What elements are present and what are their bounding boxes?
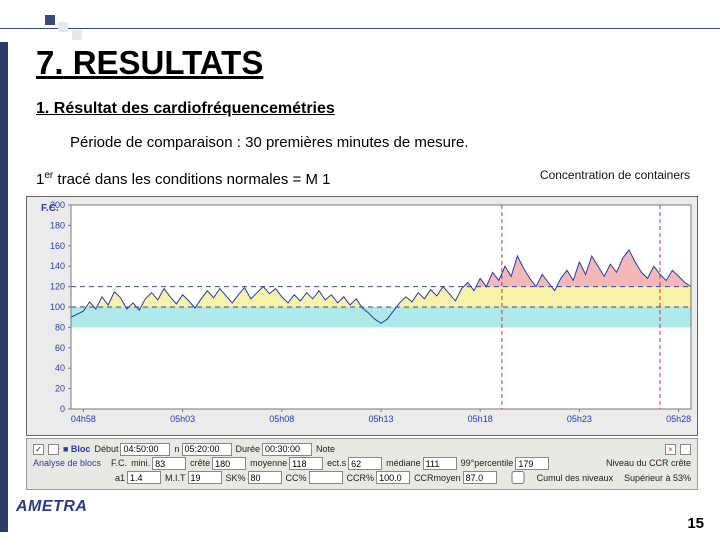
stat-field: moyenne — [250, 456, 323, 470]
stat-input[interactable] — [376, 471, 410, 484]
svg-text:120: 120 — [50, 282, 65, 292]
stat-input[interactable] — [120, 443, 170, 456]
stat-input[interactable] — [515, 457, 549, 470]
stat-input[interactable] — [289, 457, 323, 470]
stat-field: 99°percentile — [461, 456, 550, 470]
annotation-concentration: Concentration de containers — [540, 168, 690, 182]
svg-text:04h58: 04h58 — [71, 414, 96, 424]
brand-logo: AMETRA — [16, 498, 87, 516]
chart-icon[interactable] — [680, 444, 691, 455]
stat-input[interactable] — [212, 457, 246, 470]
trace-label: 1er tracé dans les conditions normales =… — [36, 170, 330, 188]
stat-field: M.I.T — [165, 471, 222, 485]
comparison-period: Période de comparaison : 30 premières mi… — [70, 134, 469, 151]
stat-input[interactable] — [182, 443, 232, 456]
stat-field: CCR% — [347, 471, 411, 485]
stat-field: Durée — [236, 442, 313, 456]
svg-text:05h18: 05h18 — [468, 414, 493, 424]
stat-field: n — [174, 442, 231, 456]
svg-text:05h08: 05h08 — [269, 414, 294, 424]
svg-text:05h23: 05h23 — [567, 414, 592, 424]
stat-field: Début — [94, 442, 170, 456]
cumul-checkbox[interactable] — [501, 471, 535, 484]
svg-text:20: 20 — [55, 384, 65, 394]
heart-rate-chart: 020406080100120140160180200F.C.04h5805h0… — [26, 196, 698, 436]
stat-field: CCRmoyen — [414, 471, 497, 485]
page-number: 15 — [687, 515, 704, 532]
stat-input[interactable] — [348, 457, 382, 470]
svg-text:05h13: 05h13 — [368, 414, 393, 424]
svg-text:140: 140 — [50, 261, 65, 271]
stat-input[interactable] — [463, 471, 497, 484]
stat-input[interactable] — [152, 457, 186, 470]
stat-field: a1 — [115, 471, 161, 485]
svg-text:80: 80 — [55, 322, 65, 332]
stat-input[interactable] — [423, 457, 457, 470]
analysis-stats-panel: ✓■ BlocDébutnDuréeNote× Analyse de blocs… — [26, 438, 698, 490]
stat-input[interactable] — [127, 471, 161, 484]
stat-field: mini. — [131, 456, 186, 470]
svg-text:05h28: 05h28 — [666, 414, 691, 424]
stat-input[interactable] — [309, 471, 343, 484]
svg-text:0: 0 — [60, 404, 65, 414]
stat-field: SK% — [226, 471, 282, 485]
page-title: 7. RESULTATS — [36, 44, 263, 82]
slide-header-decoration — [0, 0, 720, 40]
stat-input[interactable] — [248, 471, 282, 484]
section-subtitle: 1. Résultat des cardiofréquencemétries — [36, 100, 335, 118]
delete-icon[interactable]: × — [665, 444, 676, 455]
stat-input[interactable] — [188, 471, 222, 484]
box-icon[interactable] — [48, 444, 59, 455]
stat-field: crête — [190, 456, 246, 470]
stat-input[interactable] — [262, 443, 312, 456]
left-accent-bar — [0, 42, 8, 532]
svg-text:40: 40 — [55, 363, 65, 373]
check-icon[interactable]: ✓ — [33, 444, 44, 455]
svg-text:180: 180 — [50, 220, 65, 230]
stat-field: ect.s — [327, 456, 382, 470]
svg-text:05h03: 05h03 — [170, 414, 195, 424]
svg-text:F.C.: F.C. — [41, 203, 59, 214]
stat-field: médiane — [386, 456, 457, 470]
svg-text:100: 100 — [50, 302, 65, 312]
svg-text:160: 160 — [50, 241, 65, 251]
stat-field: CC% — [286, 471, 343, 485]
svg-text:60: 60 — [55, 343, 65, 353]
